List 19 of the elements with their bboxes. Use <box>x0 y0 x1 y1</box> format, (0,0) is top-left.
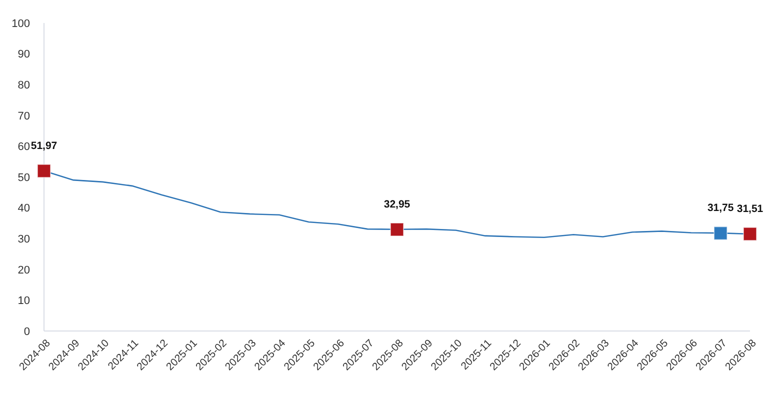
point <box>743 226 757 241</box>
y-tick-label: 80 <box>18 79 30 92</box>
data-label: 32,95 <box>384 198 410 211</box>
point <box>390 222 404 237</box>
y-tick-label: 100 <box>12 18 30 30</box>
point <box>714 226 728 240</box>
data-label: 31,75 <box>707 202 734 214</box>
y-tick-label: 0 <box>24 326 30 338</box>
y-tick-label: 10 <box>18 295 30 308</box>
data-label: 31,51 <box>736 202 764 215</box>
y-tick-label: 90 <box>18 48 30 61</box>
y-tick-label: 20 <box>18 264 30 276</box>
y-tick-label: 60 <box>18 141 30 154</box>
y-tick-label: 70 <box>18 110 30 122</box>
y-tick-label: 50 <box>18 172 30 184</box>
y-tick-label: 30 <box>18 233 30 246</box>
data-label: 51,97 <box>30 140 58 152</box>
y-tick-label: 40 <box>18 202 30 215</box>
point <box>37 164 51 178</box>
